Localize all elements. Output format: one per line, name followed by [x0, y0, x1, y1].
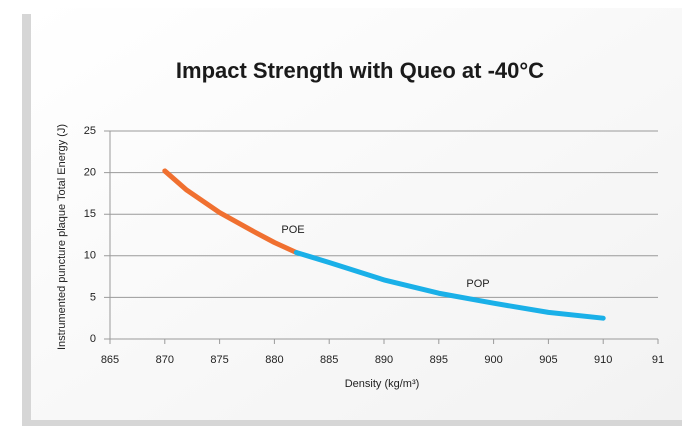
y-tick-label: 25: [84, 125, 96, 137]
x-tick-label: 890: [375, 354, 393, 366]
line-series: [293, 249, 606, 321]
x-tick-label: 870: [156, 354, 174, 366]
x-tick-label: 905: [539, 354, 557, 366]
y-tick-label: 10: [84, 250, 96, 262]
y-tick-label: 0: [90, 333, 96, 345]
y-tick-label: 15: [84, 208, 96, 220]
x-tick-label: 91: [652, 354, 664, 366]
x-tick-label: 875: [210, 354, 228, 366]
x-tick-label: 865: [101, 354, 119, 366]
line-series: [162, 168, 299, 255]
series-label: POE: [281, 224, 304, 236]
x-axis-label: Density (kg/m³): [345, 378, 420, 390]
x-tick-label: 910: [594, 354, 612, 366]
y-axis-label: Instrumented puncture plaque Total Energ…: [56, 124, 68, 350]
x-tick-label: 880: [265, 354, 283, 366]
series-label: POP: [466, 278, 489, 290]
x-tick-label: 885: [320, 354, 338, 366]
y-tick-label: 5: [90, 291, 96, 303]
x-tick-label: 900: [484, 354, 502, 366]
y-tick-label: 20: [84, 167, 96, 179]
x-tick-label: 895: [430, 354, 448, 366]
chart-title: Impact Strength with Queo at -40°C: [176, 58, 544, 83]
